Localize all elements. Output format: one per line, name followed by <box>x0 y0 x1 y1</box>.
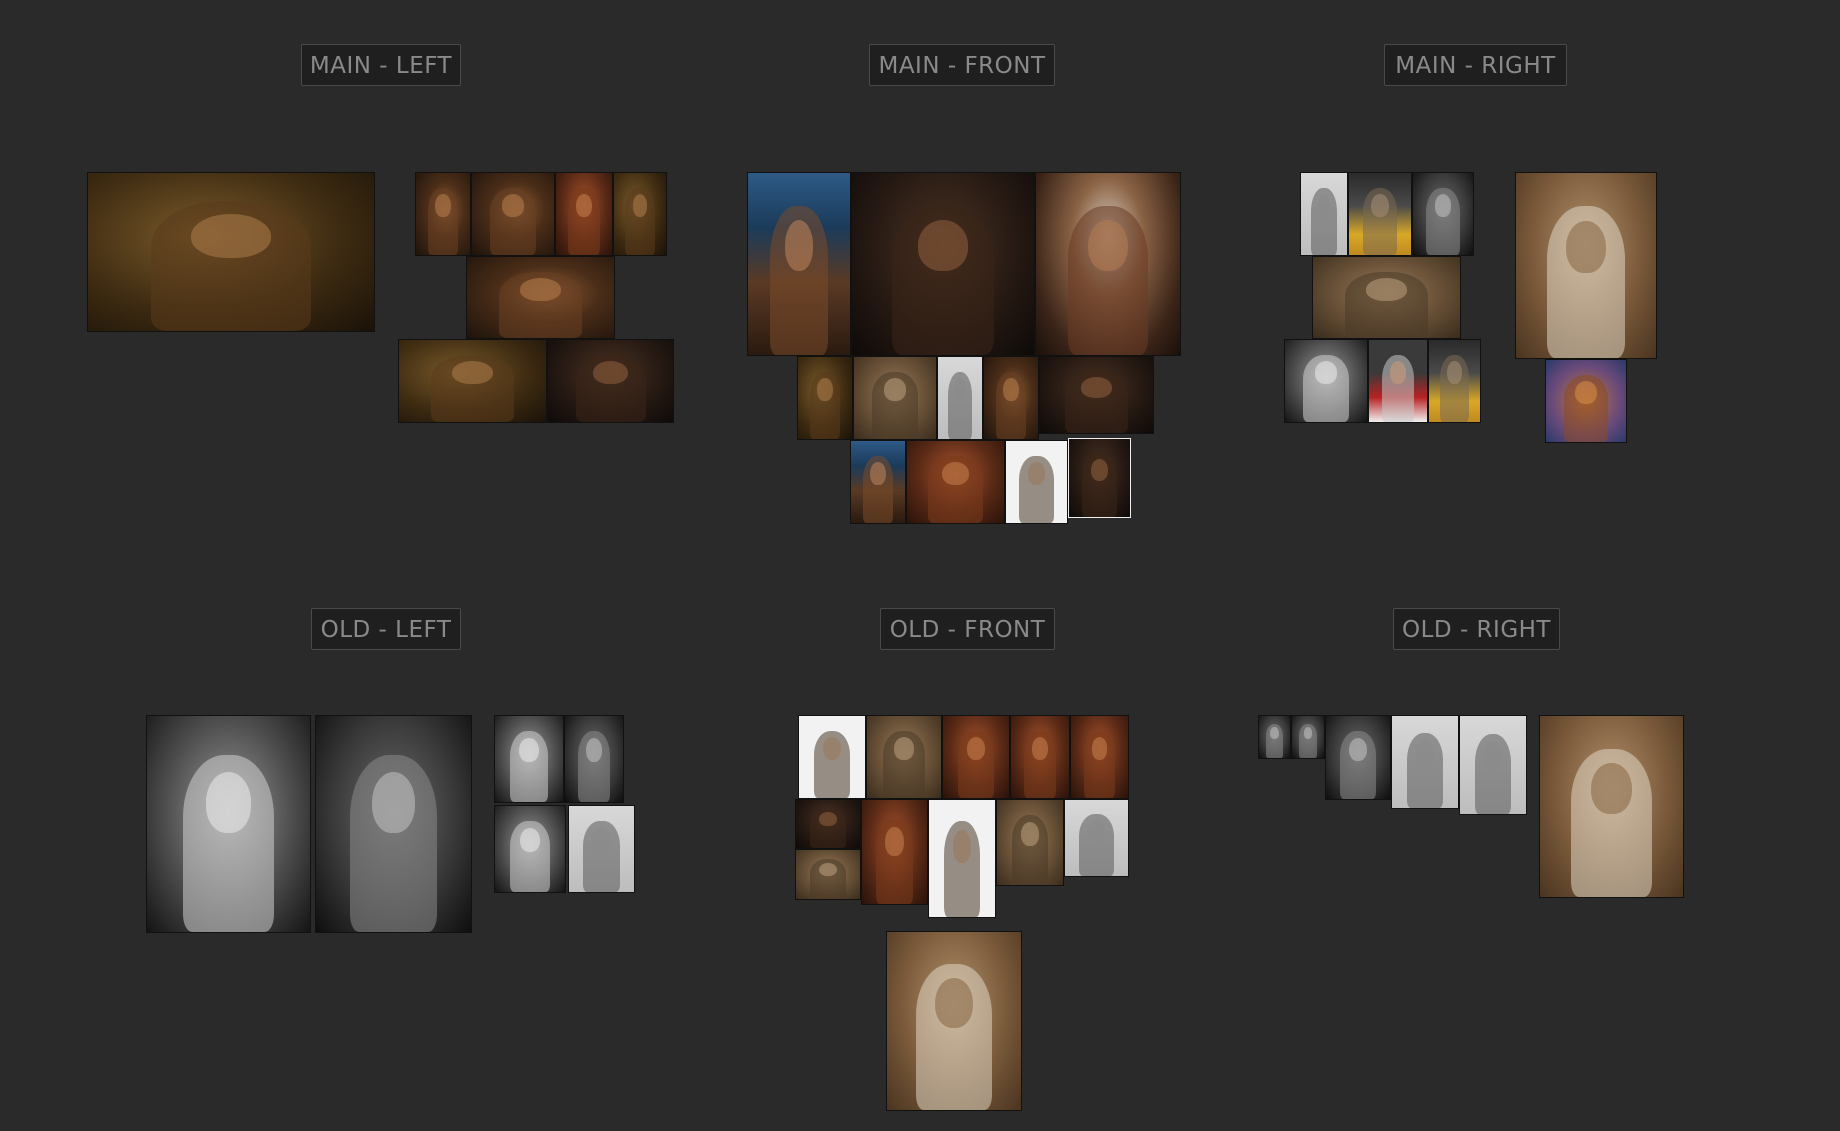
group-label-main-right[interactable]: MAIN - RIGHT <box>1384 44 1567 86</box>
reference-image-thumbnail[interactable] <box>1348 172 1412 256</box>
reference-image-thumbnail[interactable] <box>1391 715 1459 809</box>
reference-image-thumbnail[interactable] <box>861 799 928 905</box>
reference-image-thumbnail[interactable] <box>398 339 547 423</box>
reference-image-thumbnail[interactable] <box>928 799 996 918</box>
reference-image-thumbnail[interactable] <box>937 356 983 440</box>
reference-image-thumbnail[interactable] <box>983 356 1039 440</box>
reference-image-thumbnail[interactable] <box>1459 715 1527 815</box>
reference-image-thumbnail[interactable] <box>996 799 1064 886</box>
reference-image-thumbnail[interactable] <box>568 805 635 893</box>
reference-image-thumbnail[interactable] <box>1064 799 1129 877</box>
reference-image-thumbnail[interactable] <box>866 715 942 799</box>
reference-image-thumbnail[interactable] <box>747 172 851 356</box>
reference-image-thumbnail[interactable] <box>1515 172 1657 359</box>
reference-image-thumbnail[interactable] <box>942 715 1010 799</box>
reference-image-thumbnail[interactable] <box>850 440 906 524</box>
reference-image-thumbnail[interactable] <box>1539 715 1684 898</box>
reference-image-thumbnail[interactable] <box>1068 438 1131 518</box>
reference-image-thumbnail[interactable] <box>1039 356 1154 434</box>
reference-image-thumbnail[interactable] <box>1284 339 1368 423</box>
reference-image-thumbnail[interactable] <box>1010 715 1070 799</box>
reference-image-thumbnail[interactable] <box>798 715 866 799</box>
reference-image-thumbnail[interactable] <box>564 715 624 803</box>
reference-image-thumbnail[interactable] <box>795 799 861 849</box>
reference-image-thumbnail[interactable] <box>146 715 311 933</box>
reference-image-thumbnail[interactable] <box>1035 172 1181 356</box>
reference-image-thumbnail[interactable] <box>795 849 861 900</box>
reference-image-thumbnail[interactable] <box>494 805 566 893</box>
reference-image-thumbnail[interactable] <box>797 356 853 440</box>
reference-image-thumbnail[interactable] <box>494 715 564 803</box>
group-label-main-left[interactable]: MAIN - LEFT <box>301 44 461 86</box>
reference-image-thumbnail[interactable] <box>1368 339 1428 423</box>
reference-image-thumbnail[interactable] <box>853 356 937 440</box>
group-label-old-right[interactable]: OLD - RIGHT <box>1393 608 1560 650</box>
reference-image-thumbnail[interactable] <box>1545 359 1627 443</box>
reference-image-thumbnail[interactable] <box>547 339 674 423</box>
reference-image-thumbnail[interactable] <box>315 715 472 933</box>
reference-image-thumbnail[interactable] <box>1070 715 1129 799</box>
reference-image-thumbnail[interactable] <box>471 172 555 256</box>
reference-image-thumbnail[interactable] <box>886 931 1022 1111</box>
reference-image-thumbnail[interactable] <box>415 172 471 256</box>
group-label-main-front[interactable]: MAIN - FRONT <box>869 44 1055 86</box>
reference-image-thumbnail[interactable] <box>1300 172 1348 256</box>
reference-image-thumbnail[interactable] <box>466 256 615 339</box>
group-label-old-left[interactable]: OLD - LEFT <box>311 608 461 650</box>
reference-image-thumbnail[interactable] <box>1428 339 1481 423</box>
reference-image-thumbnail[interactable] <box>555 172 613 256</box>
reference-image-thumbnail[interactable] <box>1291 715 1325 759</box>
reference-image-thumbnail[interactable] <box>1412 172 1474 256</box>
reference-image-thumbnail[interactable] <box>1312 256 1461 339</box>
reference-image-thumbnail[interactable] <box>87 172 375 332</box>
group-label-old-front[interactable]: OLD - FRONT <box>880 608 1055 650</box>
reference-image-thumbnail[interactable] <box>851 172 1035 356</box>
reference-image-thumbnail[interactable] <box>613 172 667 256</box>
reference-image-thumbnail[interactable] <box>906 440 1005 524</box>
reference-image-thumbnail[interactable] <box>1325 715 1391 800</box>
reference-image-thumbnail[interactable] <box>1258 715 1291 759</box>
reference-image-thumbnail[interactable] <box>1005 440 1068 524</box>
